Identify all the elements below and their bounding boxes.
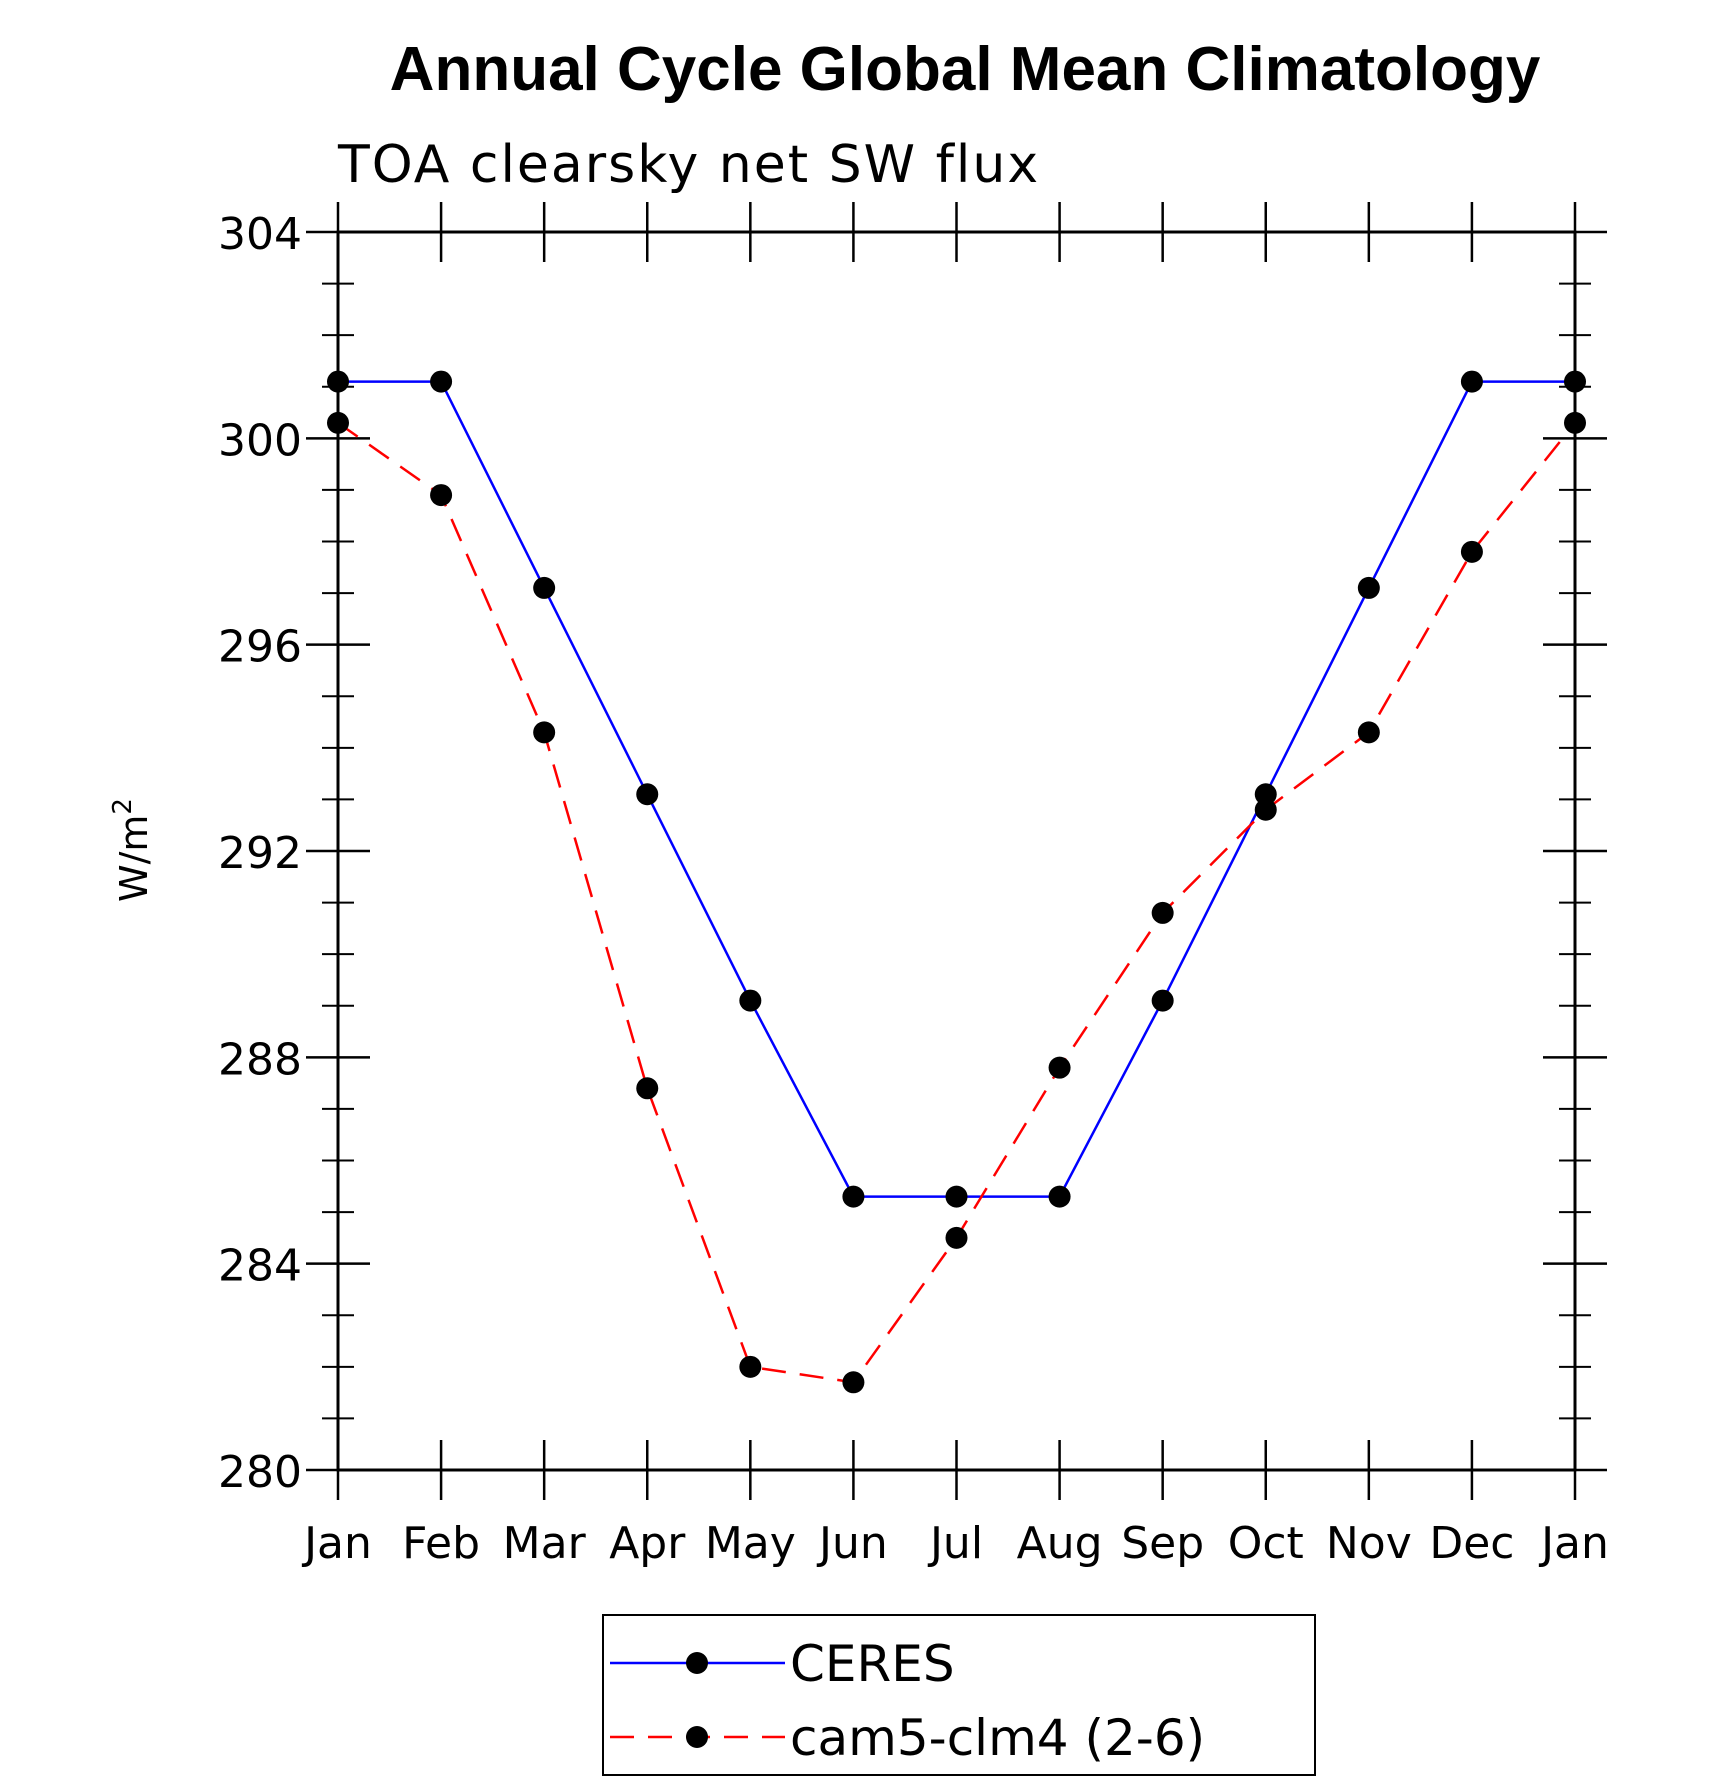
series-1 xyxy=(327,411,1586,1394)
y-tick-label: 284 xyxy=(218,1241,302,1292)
series-layer xyxy=(327,370,1586,1394)
data-point xyxy=(1460,370,1483,393)
x-axis-ticks: Jan Feb Mar Apr May Jun Jul Aug Sep Oct Nov Dec Jan xyxy=(301,202,1609,1569)
y-tick-label: 288 xyxy=(218,1034,302,1085)
svg-text:W/m2: W/m2 xyxy=(108,798,156,902)
y-tick-label: 300 xyxy=(218,415,302,466)
x-tick-label: Aug xyxy=(1017,1518,1103,1569)
data-point xyxy=(842,1371,865,1394)
chart-title: Annual Cycle Global Mean Climatology xyxy=(390,35,1541,104)
data-point xyxy=(945,1185,968,1208)
y-axis-label-text: W/m xyxy=(112,815,156,902)
data-point xyxy=(430,484,453,507)
x-tick-label: Oct xyxy=(1228,1518,1304,1569)
data-point xyxy=(327,370,349,393)
data-point xyxy=(842,1185,865,1208)
data-point xyxy=(636,1077,659,1100)
legend: CERES cam5-clm4 (2-6) xyxy=(602,1614,1316,1776)
y-axis-label-superscript: 2 xyxy=(108,798,138,815)
data-point xyxy=(1357,721,1380,744)
y-tick-label: 296 xyxy=(218,622,302,673)
x-tick-label: Feb xyxy=(402,1518,480,1569)
data-point xyxy=(327,411,349,434)
x-tick-label: Apr xyxy=(609,1518,686,1569)
y-tick-label: 280 xyxy=(218,1447,302,1498)
data-point xyxy=(739,989,762,1012)
data-point xyxy=(636,783,659,806)
y-axis-label: W/m2 xyxy=(108,798,156,902)
y-axis-ticks: 280 284 288 292 296 300 304 xyxy=(218,209,1607,1498)
x-tick-label: May xyxy=(705,1518,796,1569)
data-point xyxy=(1357,576,1380,599)
data-point xyxy=(1254,798,1277,821)
data-point xyxy=(1151,901,1174,924)
x-tick-label: Mar xyxy=(503,1518,587,1569)
data-point xyxy=(945,1226,968,1249)
y-tick-label: 292 xyxy=(218,828,302,879)
data-point xyxy=(533,721,556,744)
x-tick-label: Jan xyxy=(301,1518,372,1569)
data-point xyxy=(430,370,453,393)
series-line-0 xyxy=(338,380,1575,1198)
data-point xyxy=(1048,1185,1071,1208)
legend-label-ceres: CERES xyxy=(790,1635,955,1693)
data-point xyxy=(533,576,556,599)
data-point xyxy=(1460,540,1483,563)
series-0 xyxy=(327,370,1586,1208)
data-point xyxy=(1151,989,1174,1012)
x-tick-label: Jul xyxy=(927,1518,983,1569)
data-point xyxy=(1564,370,1586,393)
x-tick-label: Sep xyxy=(1121,1518,1204,1569)
x-tick-label: Jan xyxy=(1538,1518,1609,1569)
legend-marker-cam5 xyxy=(686,1726,708,1748)
data-point xyxy=(739,1355,762,1378)
data-point xyxy=(1048,1056,1071,1079)
plot-frame xyxy=(336,230,1577,1472)
x-tick-label: Jun xyxy=(816,1518,888,1569)
x-tick-label: Nov xyxy=(1326,1518,1412,1569)
data-point xyxy=(1564,411,1586,434)
chart-subtitle: TOA clearsky net SW flux xyxy=(337,135,1040,195)
legend-label-cam5: cam5-clm4 (2-6) xyxy=(790,1709,1205,1767)
x-tick-label: Dec xyxy=(1429,1518,1514,1569)
y-tick-label: 304 xyxy=(218,209,302,260)
data-point xyxy=(1254,783,1277,806)
legend-box xyxy=(602,1614,1316,1776)
legend-marker-ceres xyxy=(686,1652,708,1674)
